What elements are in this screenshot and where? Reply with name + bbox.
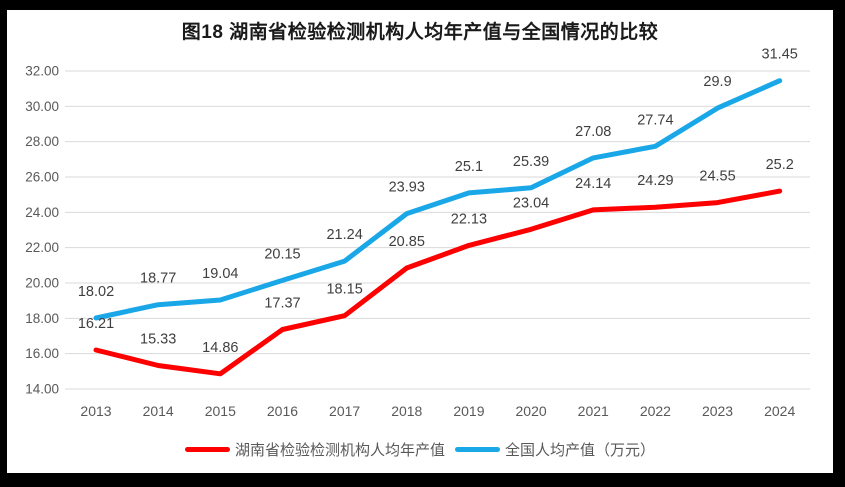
x-axis-tick-label: 2023 (702, 403, 733, 419)
data-label-hunan: 24.14 (575, 176, 611, 192)
x-axis-tick-label: 2018 (391, 403, 422, 419)
x-axis-tick-label: 2019 (453, 403, 484, 419)
data-label-national: 18.02 (78, 284, 114, 300)
data-label-national: 20.15 (264, 246, 300, 262)
y-axis-tick-label: 18.00 (25, 311, 59, 326)
data-label-hunan: 22.13 (451, 211, 487, 227)
legend-swatch-national-blue-line-icon (455, 446, 500, 452)
data-label-hunan: 24.29 (637, 173, 673, 189)
data-label-hunan: 25.2 (766, 157, 794, 173)
y-axis-tick-label: 28.00 (25, 134, 59, 149)
x-axis-tick-label: 2024 (764, 403, 795, 419)
y-axis-tick-label: 24.00 (25, 205, 59, 220)
data-label-national: 18.77 (140, 271, 176, 287)
data-label-national: 25.1 (455, 159, 483, 175)
x-axis-tick-label: 2021 (578, 403, 609, 419)
legend-swatch-hunan-red-line-icon (184, 446, 230, 452)
x-axis-tick-label: 2015 (205, 403, 236, 419)
series-line-national (93, 78, 783, 321)
data-label-national: 29.9 (703, 74, 731, 90)
data-label-national: 27.74 (637, 112, 673, 128)
legend-label-national: 全国人均产值（万元） (505, 441, 656, 459)
y-axis-tick-label: 14.00 (25, 382, 59, 397)
data-label-national: 25.39 (513, 154, 549, 170)
x-axis-tick-label: 2013 (80, 403, 111, 419)
data-label-hunan: 16.21 (78, 316, 114, 332)
data-label-hunan: 20.85 (389, 234, 425, 250)
y-axis-tick-label: 30.00 (25, 99, 59, 114)
data-label-hunan: 23.04 (513, 195, 549, 211)
data-label-national: 31.45 (762, 47, 798, 63)
series-line-hunan (93, 188, 783, 377)
legend-item-national: 全国人均产值（万元） (455, 439, 655, 460)
y-axis-tick-label: 26.00 (25, 170, 59, 185)
x-axis-tick-label: 2020 (516, 403, 547, 419)
y-axis-tick-label: 16.00 (25, 346, 59, 361)
data-label-national: 27.08 (575, 124, 611, 140)
data-label-hunan: 15.33 (140, 332, 176, 348)
chart-canvas: 图18 湖南省检验检测机构人均年产值与全国情况的比较 14.00 16.00 18.… (7, 10, 833, 473)
legend-item-hunan: 湖南省检验检测机构人均年产值 (184, 439, 445, 460)
legend: 湖南省检验检测机构人均年产值 全国人均产值（万元） (7, 438, 833, 460)
data-label-hunan: 24.55 (699, 169, 735, 185)
data-label-national: 23.93 (389, 180, 425, 196)
data-label-hunan: 18.15 (326, 282, 362, 298)
data-label-hunan: 17.37 (264, 295, 300, 311)
x-axis-tick-label: 2016 (267, 403, 298, 419)
data-label-national: 19.04 (202, 266, 238, 282)
x-axis-tick-label: 2014 (143, 403, 174, 419)
chart-title: 图18 湖南省检验检测机构人均年产值与全国情况的比较 (181, 22, 659, 43)
data-label-national: 21.24 (326, 227, 362, 243)
y-axis-tick-label: 20.00 (25, 276, 59, 291)
y-axis-tick-label: 32.00 (25, 64, 59, 79)
y-axis-tick-label: 22.00 (25, 240, 59, 255)
line-chart-plot-area: 14.00 16.00 18.00 20.00 22.00 24.00 26.00 28.00… (25, 47, 810, 419)
x-axis-tick-label: 2022 (640, 403, 671, 419)
legend-label-hunan: 湖南省检验检测机构人均年产值 (234, 441, 445, 459)
data-label-hunan: 14.86 (202, 340, 238, 356)
x-axis-tick-label: 2017 (329, 403, 360, 419)
